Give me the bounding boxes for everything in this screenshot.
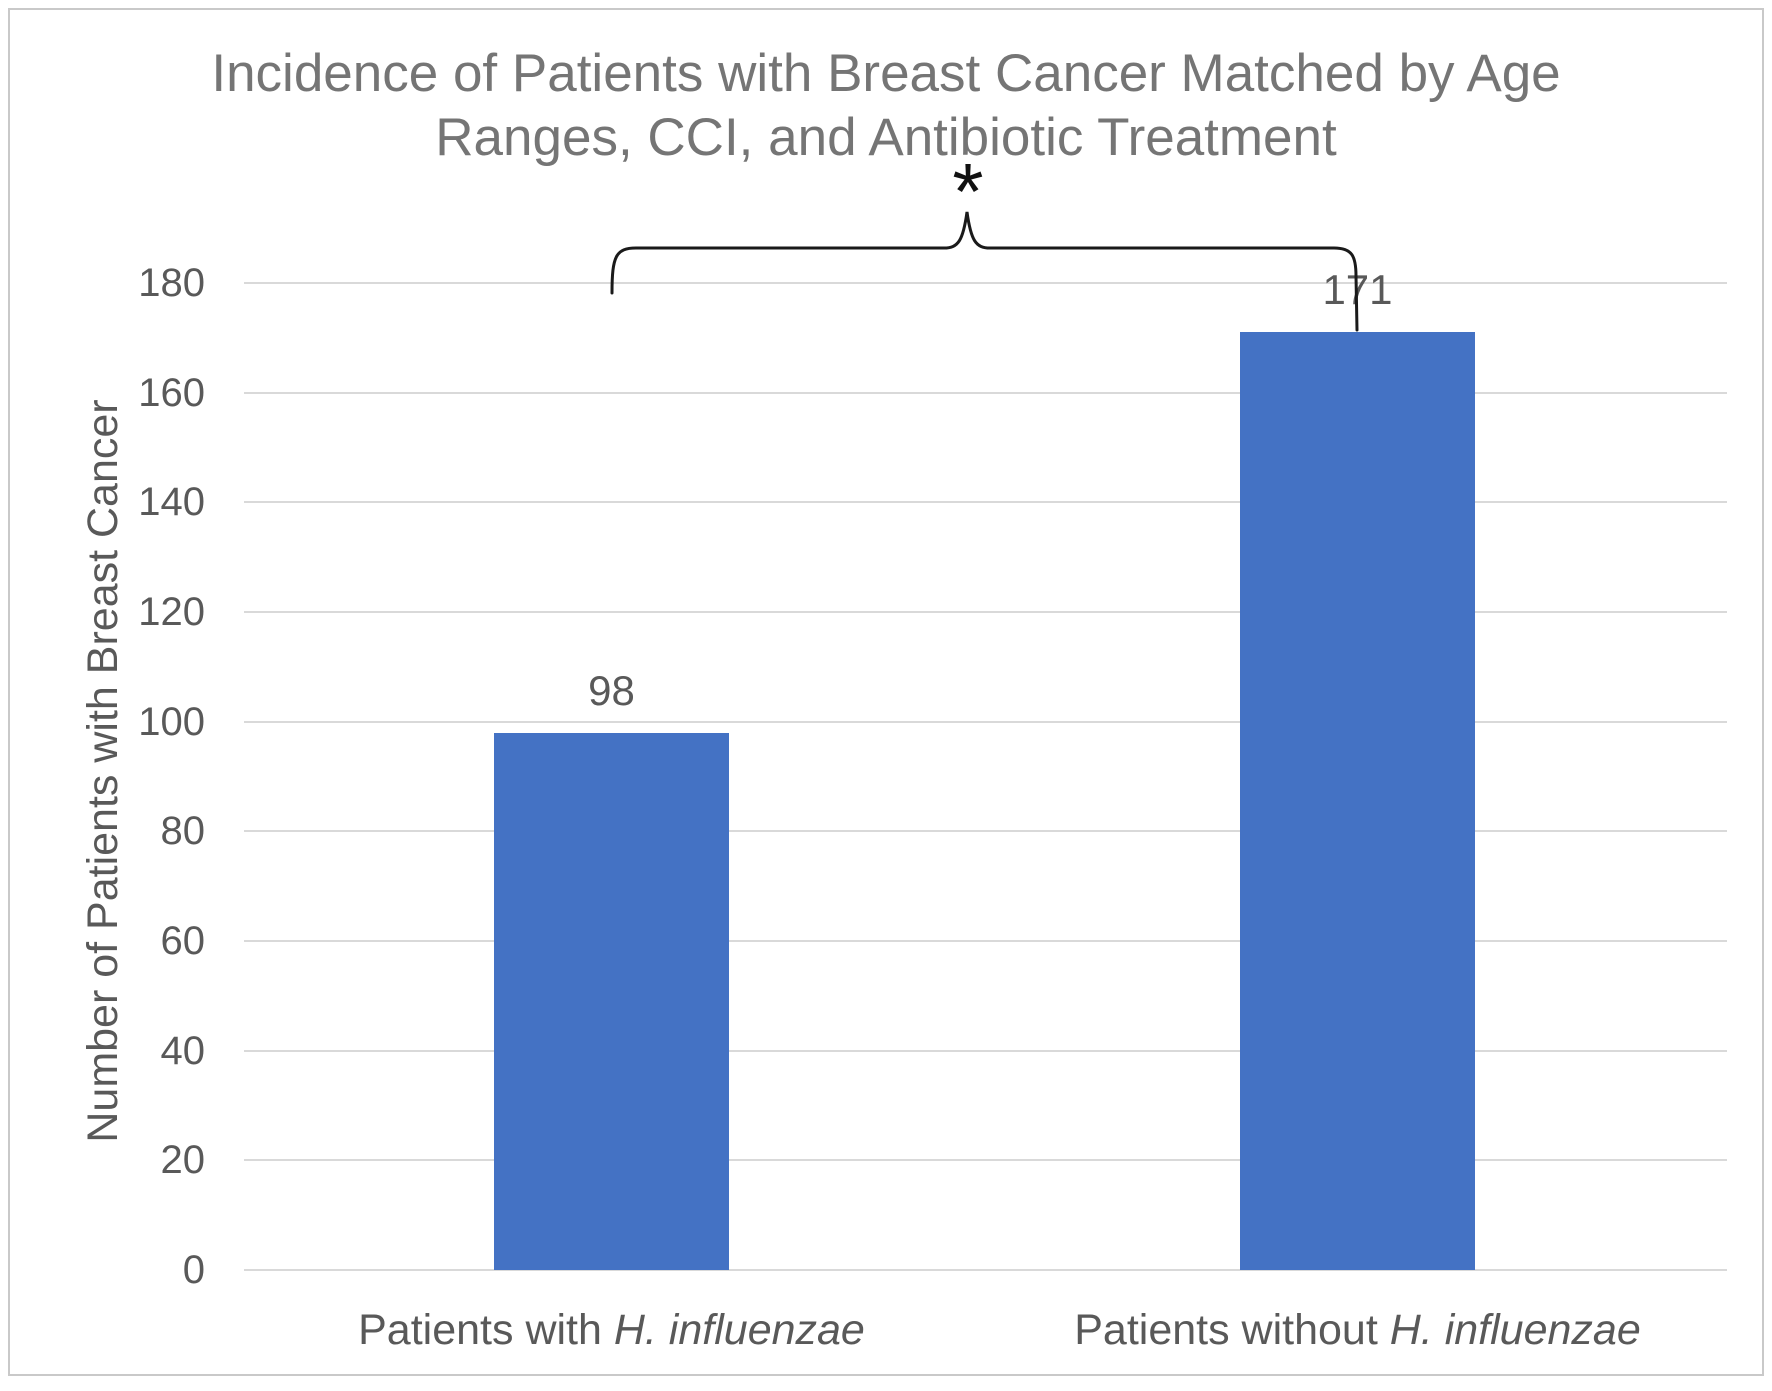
gridline-100	[244, 720, 1727, 723]
gridline-40	[244, 1049, 1727, 1052]
gridline-140	[244, 501, 1727, 504]
y-tick-label-140: 140	[138, 480, 205, 525]
chart-title: Incidence of Patients with Breast Cancer…	[0, 42, 1772, 170]
category-label-species: H. influenzae	[613, 1306, 865, 1354]
category-label-species: H. influenzae	[1389, 1306, 1641, 1354]
gridline-80	[244, 830, 1727, 833]
gridline-120	[244, 611, 1727, 613]
category-label-prefix: Patients with	[358, 1306, 614, 1354]
gridline-0	[244, 1269, 1727, 1271]
data-label-1: 171	[1322, 266, 1393, 314]
category-label-0: Patients with H. influenzae	[232, 1302, 992, 1358]
y-tick-label-80: 80	[160, 809, 206, 854]
data-label-0: 98	[588, 666, 635, 714]
bar-0	[494, 732, 729, 1270]
chart-border-frame	[8, 8, 1764, 1376]
chart-title-line-1: Incidence of Patients with Breast Cancer…	[211, 44, 1561, 103]
gridline-20	[244, 1159, 1727, 1162]
category-label-prefix: Patients without	[1074, 1306, 1390, 1354]
gridline-160	[244, 391, 1727, 394]
y-tick-label-20: 20	[160, 1138, 206, 1183]
y-tick-label-100: 100	[138, 699, 205, 744]
y-axis-title-text: Number of Patients with Breast Cancer	[79, 399, 127, 1143]
y-tick-label-120: 120	[138, 590, 205, 634]
chart-title-line-2: Ranges, CCI, and Antibiotic Treatment	[435, 108, 1337, 167]
significance-asterisk: *	[952, 147, 984, 236]
category-label-1: Patients without H. influenzae	[978, 1302, 1738, 1358]
gridline-180	[244, 282, 1727, 284]
y-tick-label-60: 60	[160, 919, 206, 963]
bar-1	[1240, 332, 1475, 1270]
y-tick-label-160: 160	[138, 370, 205, 415]
y-tick-label-40: 40	[160, 1028, 206, 1073]
y-tick-label-0: 0	[182, 1248, 205, 1292]
y-tick-label-180: 180	[138, 261, 205, 305]
gridline-60	[244, 940, 1727, 942]
